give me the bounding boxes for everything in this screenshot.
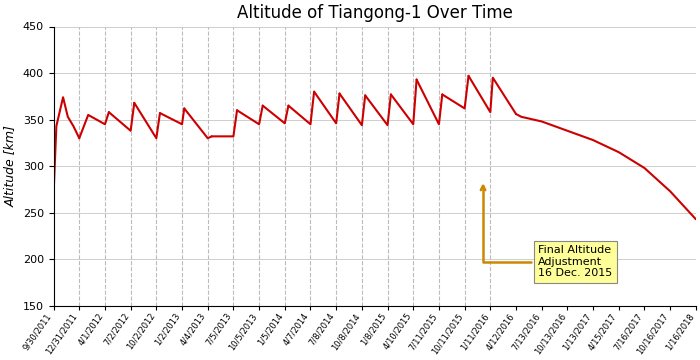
- Title: Altitude of Tiangong-1 Over Time: Altitude of Tiangong-1 Over Time: [237, 4, 512, 22]
- Y-axis label: Altitude [km]: Altitude [km]: [4, 125, 18, 207]
- Text: Final Altitude
Adjustment
16 Dec. 2015: Final Altitude Adjustment 16 Dec. 2015: [481, 186, 612, 279]
